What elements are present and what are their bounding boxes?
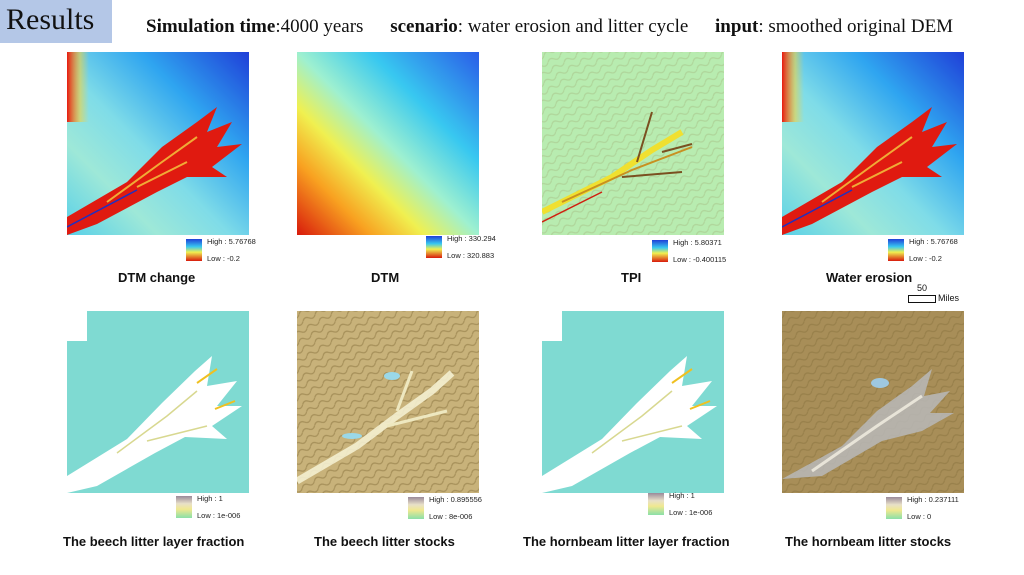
legend-low: Low : -0.2 — [909, 254, 942, 263]
legend-low: Low : 1e-006 — [197, 511, 241, 520]
scale-bar-graphic — [908, 295, 936, 303]
legend-low: Low : 0 — [907, 512, 932, 521]
legend-low: Low : -0.2 — [207, 254, 240, 263]
caption-beech-litter-fraction: The beech litter layer fraction — [63, 534, 245, 549]
map-tpi — [542, 52, 724, 235]
legend-high: High : 0.895556 — [429, 495, 482, 504]
slide-title: Results — [6, 3, 95, 36]
legend-low: Low : -0.400115 — [673, 255, 727, 264]
map-beech-litter-fraction — [67, 311, 249, 493]
caption-dtm-change: DTM change — [118, 270, 196, 285]
legend-high: High : 5.80371 — [673, 238, 722, 247]
map-beech-litter-stocks — [297, 311, 479, 493]
scale-bar-value: 50 — [917, 283, 928, 293]
legend-high: High : 5.76768 — [909, 237, 958, 246]
subtitle-value-scenario: : water erosion and litter cycle — [457, 16, 689, 37]
subtitle-label-time: Simulation time — [146, 16, 276, 37]
slide-subtitle: Simulation time:4000 years scenario: wat… — [146, 16, 953, 38]
legend-low: Low : 8e-006 — [429, 512, 473, 521]
legend-high: High : 1 — [197, 494, 223, 503]
map-hornbeam-litter-stocks — [782, 311, 964, 493]
caption-water-erosion: Water erosion — [826, 270, 913, 285]
caption-hornbeam-litter-stocks: The hornbeam litter stocks — [785, 534, 952, 549]
map-dtm-change — [67, 52, 249, 235]
caption-tpi: TPI — [621, 270, 642, 285]
subtitle-value-input: : smoothed original DEM — [758, 16, 954, 37]
caption-beech-litter-stocks: The beech litter stocks — [314, 534, 455, 549]
legend-high: High : 0.237111 — [907, 495, 959, 504]
map-water-erosion — [782, 52, 964, 235]
caption-dtm: DTM — [371, 270, 400, 285]
legend-low: Low : 1e-006 — [669, 508, 713, 517]
subtitle-label-scenario: scenario — [390, 16, 458, 37]
legend-high: High : 5.76768 — [207, 237, 256, 246]
legend-high: High : 330.294 — [447, 234, 496, 243]
caption-hornbeam-litter-fraction: The hornbeam litter layer fraction — [523, 534, 730, 549]
subtitle-label-input: input — [715, 16, 759, 37]
legend-low: Low : 320.883 — [447, 251, 495, 260]
subtitle-value-time: :4000 years — [275, 16, 364, 37]
map-dtm — [297, 52, 479, 235]
map-hornbeam-litter-fraction — [542, 311, 724, 493]
scale-bar-unit: Miles — [938, 293, 960, 303]
legend-high: High : 1 — [669, 491, 695, 500]
slide-title-box: Results — [0, 0, 112, 43]
